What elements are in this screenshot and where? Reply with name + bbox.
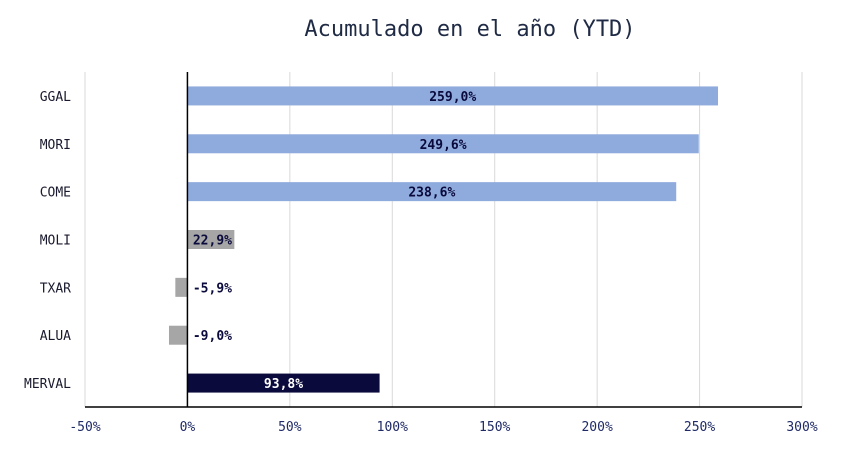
bar-ggal: [187, 86, 719, 106]
x-tick-label: 200%: [581, 420, 612, 435]
data-label: 238,6%: [408, 186, 455, 201]
gridlines: [84, 72, 803, 407]
x-tick-label: 100%: [377, 420, 408, 435]
category-label: TXAR: [40, 281, 71, 296]
x-tick-label: 0%: [180, 420, 196, 435]
data-label: 249,6%: [420, 138, 467, 153]
data-label: 22,9%: [193, 234, 232, 249]
category-labels: GGAL MORI COME MOLI TXAR ALUA MERVAL: [24, 90, 71, 392]
x-tick-label: 300%: [786, 420, 817, 435]
category-label: MERVAL: [24, 377, 71, 392]
data-label: 259,0%: [429, 90, 476, 105]
category-label: COME: [40, 186, 71, 201]
data-labels: 259,0% 249,6% 238,6% 22,9% -5,9% -9,0% 93,8%: [193, 90, 477, 392]
category-label: GGAL: [40, 90, 71, 105]
bar-mori: [187, 134, 699, 154]
data-label: -9,0%: [193, 329, 232, 344]
bar-merval: [187, 373, 380, 393]
bar-moli: [187, 230, 235, 249]
bar-come: [187, 182, 677, 202]
x-tick-label: 50%: [278, 420, 302, 435]
x-tick-label: 250%: [684, 420, 715, 435]
category-label: MORI: [40, 138, 71, 153]
category-label: ALUA: [40, 329, 71, 344]
bar-txar: [175, 277, 188, 297]
data-label: -5,9%: [193, 281, 232, 296]
bars: [168, 86, 719, 393]
tick-labels: -50% 0% 50% 100% 150% 200% 250% 300%: [69, 420, 817, 435]
bar-alua: [168, 325, 188, 345]
data-label: 93,8%: [264, 377, 303, 392]
category-label: MOLI: [40, 234, 71, 249]
x-tick-label: 150%: [479, 420, 510, 435]
axes: [85, 72, 802, 408]
x-tick-label: -50%: [69, 420, 100, 435]
chart-title: Acumulado en el año (YTD): [304, 17, 635, 42]
